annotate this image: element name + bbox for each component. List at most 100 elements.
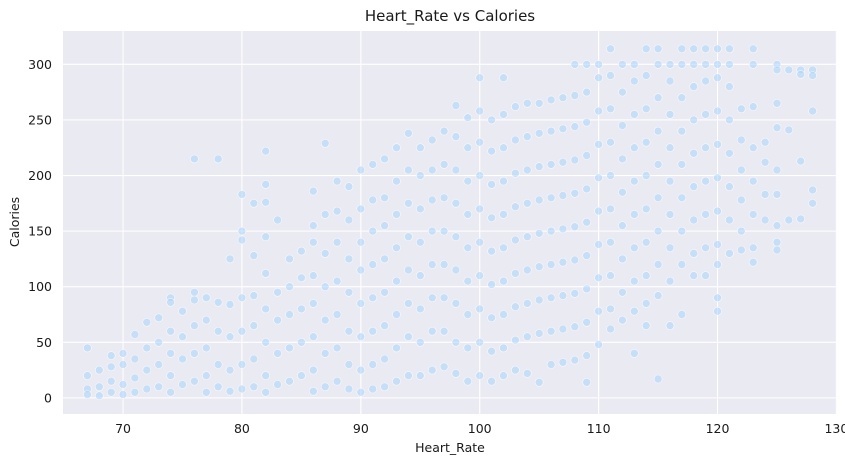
data-point [190, 295, 199, 305]
data-point [356, 332, 366, 342]
data-point [511, 335, 520, 345]
data-point [689, 182, 699, 191]
data-point [297, 273, 306, 283]
data-point [392, 176, 401, 186]
data-point [629, 143, 639, 152]
data-point [511, 202, 520, 211]
data-point [772, 99, 782, 108]
y-tick-label: 50 [36, 335, 52, 350]
data-point [665, 243, 675, 253]
data-point [558, 257, 568, 267]
data-point [713, 44, 722, 54]
data-point [344, 360, 354, 369]
data-point [83, 371, 92, 380]
data-point [629, 176, 639, 186]
data-point [475, 137, 485, 147]
data-point [582, 251, 592, 260]
data-point [665, 76, 675, 86]
data-point [689, 249, 699, 258]
data-point [499, 143, 508, 152]
data-point [534, 129, 544, 138]
data-point [451, 165, 461, 175]
data-point [511, 169, 520, 178]
data-point [582, 151, 592, 160]
data-point [665, 321, 675, 330]
data-point [249, 291, 259, 300]
data-point [451, 232, 461, 241]
data-point [166, 297, 175, 307]
data-point [618, 221, 627, 230]
data-point [784, 125, 794, 135]
data-point [237, 360, 247, 369]
data-point [249, 382, 259, 392]
data-point [653, 260, 663, 269]
data-point [178, 306, 187, 316]
data-point [511, 102, 520, 111]
chart-title: Heart_Rate vs Calories [365, 7, 535, 26]
data-point [202, 343, 211, 353]
data-point [499, 310, 508, 319]
y-tick-label: 150 [28, 224, 52, 239]
data-point [392, 343, 401, 353]
data-point [701, 243, 710, 253]
data-point [499, 243, 508, 253]
data-point [677, 60, 687, 69]
data-point [415, 271, 425, 280]
data-point [166, 326, 175, 336]
data-point [522, 299, 532, 308]
data-point [95, 365, 104, 375]
data-point [475, 237, 485, 247]
data-point [808, 199, 817, 208]
data-point [392, 143, 401, 152]
data-point [534, 229, 544, 238]
data-point [629, 76, 639, 86]
data-point [249, 321, 259, 330]
data-point [641, 321, 651, 330]
data-point [629, 110, 639, 119]
data-point [404, 232, 413, 241]
data-point [653, 193, 663, 203]
data-point [404, 371, 413, 380]
data-point [368, 195, 378, 205]
data-point [629, 306, 639, 316]
data-point [368, 260, 378, 269]
data-point [487, 180, 496, 189]
data-point [404, 332, 413, 342]
data-point [404, 199, 413, 208]
data-point [760, 137, 770, 147]
data-point [154, 313, 163, 323]
data-point [546, 160, 556, 169]
data-point [606, 271, 615, 280]
y-axis-label: Calories [7, 197, 22, 247]
data-point [784, 215, 794, 225]
data-point [570, 222, 580, 231]
data-point [487, 146, 496, 156]
data-point [427, 195, 437, 205]
data-point [594, 240, 603, 249]
data-point [546, 360, 556, 369]
data-point [463, 113, 473, 122]
data-point [463, 176, 473, 186]
data-point [641, 299, 651, 308]
data-point [665, 176, 675, 186]
data-point [772, 165, 782, 175]
data-point [368, 160, 378, 169]
data-point [760, 157, 770, 167]
data-point [534, 295, 544, 305]
data-point [558, 324, 568, 334]
data-point [308, 221, 318, 230]
data-point [665, 276, 675, 286]
data-point [368, 360, 378, 369]
data-point [570, 322, 580, 332]
x-tick-label: 70 [115, 421, 131, 436]
data-point [499, 371, 508, 380]
data-point [665, 60, 675, 69]
data-point [618, 121, 627, 130]
data-point [332, 176, 342, 186]
data-point [558, 93, 568, 102]
data-point [570, 189, 580, 198]
data-point [356, 265, 366, 275]
data-point [594, 273, 603, 283]
data-point [154, 382, 163, 392]
data-point [725, 215, 734, 225]
